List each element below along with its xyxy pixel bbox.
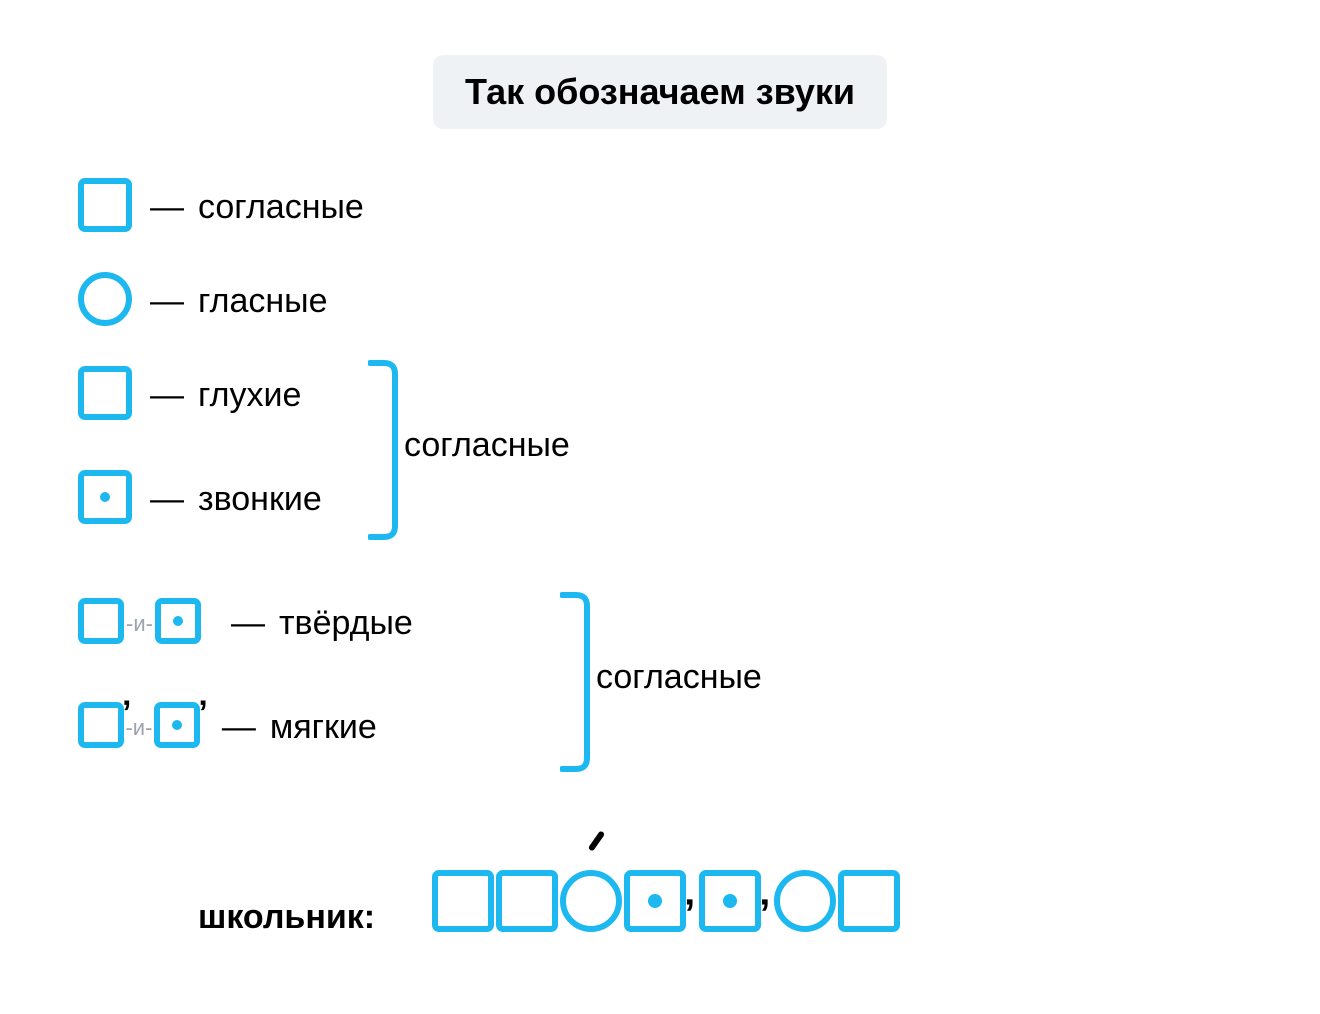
example-row: школьник: ’ ’ [198,870,900,937]
legend-row-vowels: — гласные [78,272,328,331]
legend-label: звонкие [198,480,322,519]
legend-row-consonants: — согласные [78,178,364,237]
circle-icon [774,870,836,937]
em-dash: — [150,480,184,519]
square-dot-icon [78,470,132,529]
circle-icon [78,272,132,331]
apostrophe: ’ [198,694,207,733]
legend-label: согласные [198,188,364,227]
em-dash: — [150,188,184,227]
legend-label: глухие [198,376,301,415]
bracket-group-label: согласные [596,658,762,697]
legend-row-hard: -и- — твёрдые [78,598,413,649]
square-icon [78,598,124,649]
stress-mark-icon [588,830,606,851]
square-icon [432,870,494,937]
legend-label: твёрдые [279,604,413,643]
em-dash: — [231,604,265,643]
legend-label: гласные [198,282,328,321]
circle-icon [560,870,622,937]
page-title: Так обозначаем звуки [433,55,887,129]
square-dot-icon [154,702,200,753]
em-dash: — [222,708,256,747]
square-icon [496,870,558,937]
legend-label: мягкие [270,708,377,747]
square-dot-icon [624,870,686,937]
connector-i: -и- [126,611,153,637]
em-dash: — [150,282,184,321]
em-dash: — [150,376,184,415]
legend-row-soft: ’ -и- ’ — мягкие [78,702,377,753]
square-icon [78,366,132,425]
square-dot-icon [155,598,201,649]
square-icon [78,702,124,753]
bracket-group-label: согласные [404,426,570,465]
legend-row-voiced: — звонкие [78,470,322,529]
square-icon [78,178,132,237]
square-icon [838,870,900,937]
square-dot-icon [699,870,761,937]
bracket-icon [368,360,398,545]
connector-i: -и- [125,715,152,741]
legend-row-voiceless: — глухие [78,366,301,425]
example-word-label: школьник: [198,898,375,937]
bracket-icon [560,592,590,777]
